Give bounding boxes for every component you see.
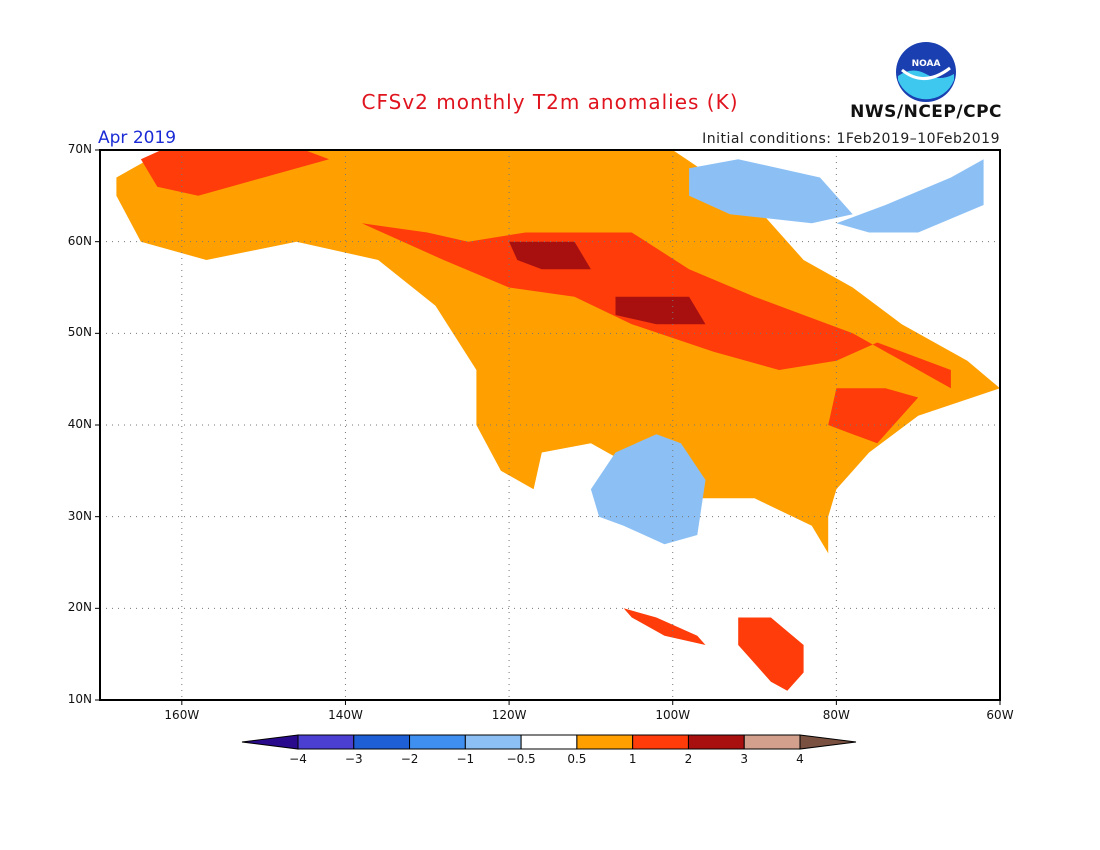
anomaly-region-0 bbox=[116, 150, 1000, 554]
lat-tick-label: 10N bbox=[67, 692, 92, 706]
colorbar-arrow-high bbox=[799, 734, 857, 750]
lon-tick-label: 100W bbox=[655, 708, 691, 722]
colorbar-arrow-low bbox=[241, 734, 299, 750]
colorbar-box bbox=[520, 734, 578, 750]
lat-tick-label: 60N bbox=[67, 233, 92, 248]
colorbar-box bbox=[464, 734, 522, 750]
lon-tick-label: 120W bbox=[491, 708, 527, 722]
anomaly-region-4 bbox=[738, 617, 804, 691]
colorbar-label: 0.5 bbox=[567, 752, 587, 766]
anomaly-region-9 bbox=[689, 159, 853, 224]
anomaly-region-3 bbox=[828, 388, 919, 444]
lat-tick-label: 40N bbox=[67, 417, 92, 431]
colorbar-box bbox=[353, 734, 411, 750]
lon-tick-label: 140W bbox=[328, 708, 363, 722]
lon-tick-label: 60W bbox=[986, 708, 1014, 722]
anomaly-region-1 bbox=[140, 150, 330, 196]
anomaly-region-7 bbox=[615, 296, 706, 325]
initial-conditions: Initial conditions: 1Feb2019–10Feb2019 bbox=[702, 131, 1000, 147]
forecast-period: Apr 2019 bbox=[98, 128, 177, 148]
colorbar-label: −2 bbox=[400, 752, 419, 766]
lat-tick-label: 30N bbox=[67, 508, 92, 523]
colorbar-label: 2 bbox=[684, 752, 693, 766]
colorbar-box bbox=[297, 734, 355, 750]
colorbar-box bbox=[576, 734, 634, 750]
noaa-logo-text: NOAA bbox=[912, 59, 941, 69]
colorbar-label: −0.5 bbox=[506, 752, 536, 766]
colorbar-label: −4 bbox=[289, 752, 307, 766]
lat-tick-label: 70N bbox=[67, 142, 92, 156]
anomaly-region-5 bbox=[623, 608, 706, 645]
colorbar-label: 4 bbox=[796, 752, 804, 766]
anomaly-region-6 bbox=[509, 241, 591, 270]
agency-label: NWS/NCEP/CPC bbox=[850, 102, 1002, 122]
chart-title: CFSv2 monthly T2m anomalies (K) bbox=[361, 90, 739, 114]
noaa-logo: NOAA bbox=[896, 42, 956, 102]
colorbar-label: 1 bbox=[628, 752, 637, 766]
colorbar-label: 3 bbox=[740, 752, 749, 766]
colorbar-box bbox=[632, 734, 689, 750]
lon-tick-label: 80W bbox=[822, 708, 850, 722]
colorbar-box bbox=[409, 734, 466, 750]
anomaly-region-10 bbox=[836, 159, 984, 233]
lat-tick-label: 20N bbox=[67, 600, 92, 615]
colorbar-box bbox=[687, 734, 745, 750]
colorbar-label: −3 bbox=[344, 752, 363, 766]
lat-tick-label: 50N bbox=[67, 325, 92, 340]
lon-tick-label: 160W bbox=[164, 708, 200, 722]
colorbar-box bbox=[743, 734, 801, 750]
colorbar-label: −1 bbox=[456, 752, 475, 766]
